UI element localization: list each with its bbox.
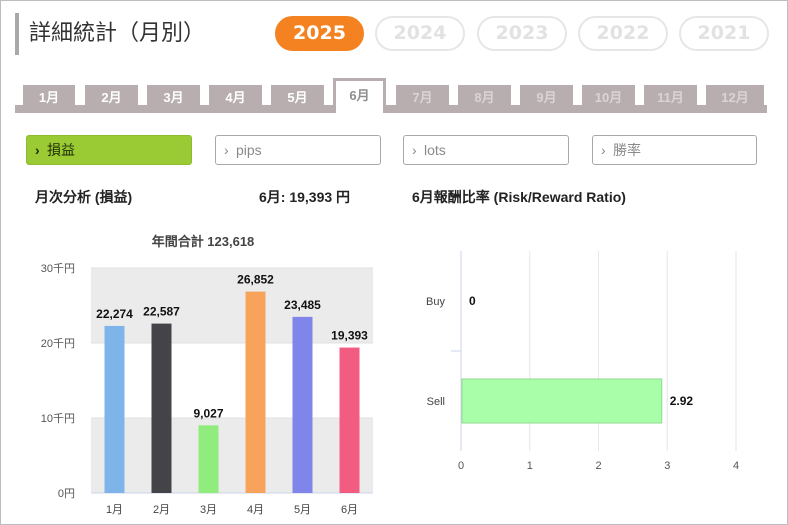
month-tab-1[interactable]: 1月 [23,85,75,111]
x-tick-label: 3月 [200,504,217,516]
data-label: 2.92 [670,394,694,408]
chevron-right-icon: › [35,142,40,158]
data-label: 9,027 [193,406,223,420]
metric-button-label: 損益 [47,142,75,158]
risk-reward-chart: 0 1 2 3 4 Buy 0 Sell 2.92 [426,251,739,472]
chevron-right-icon: › [224,142,229,158]
x-tick-label: 1月 [106,504,123,516]
x-tick-label: 5月 [294,504,311,516]
chevron-right-icon: › [412,142,417,158]
monthly-profit-chart: 年間合計 123,618 0円 10千円 20千円 30千円 22,274 1月 22,58… [41,234,373,516]
x-tick-label: 2月 [153,504,170,516]
x-tick-label: 0 [458,460,464,472]
year-button-2024[interactable]: 2024 [375,16,465,51]
month-tab-12[interactable]: 12月 [706,85,764,111]
chart-title: 年間合計 123,618 [152,234,255,249]
y-tick-label: 10千円 [41,412,75,425]
page-title: 詳細統計（月別） [29,20,206,45]
bar [198,425,219,493]
metric-button-label: 勝率 [613,142,641,158]
data-label: 26,852 [237,273,274,287]
chevron-right-icon: › [601,142,606,158]
x-tick-label: 2 [595,460,601,472]
x-tick-label: 1 [527,460,533,472]
y-tick-label: Sell [427,396,445,408]
month-tab-3[interactable]: 3月 [147,85,200,111]
month-tab-9[interactable]: 9月 [520,85,573,111]
metric-button-label: lots [424,142,446,158]
plot-band [91,418,373,493]
reward-ratio-heading: 6月報酬比率 (Risk/Reward Ratio) [412,189,626,205]
bar [339,347,360,493]
bar [151,323,172,493]
data-label: 22,274 [96,307,133,321]
year-button-2022[interactable]: 2022 [578,16,668,51]
month-tab-5[interactable]: 5月 [271,85,324,111]
data-label: 0 [469,294,476,308]
x-tick-label: 3 [664,460,670,472]
year-button-2021[interactable]: 2021 [679,16,769,51]
y-tick-label: 30千円 [41,262,75,275]
plot-band [91,343,373,418]
x-tick-label: 4 [733,460,739,472]
month-tab-7[interactable]: 7月 [396,85,449,111]
year-button-2025[interactable]: 2025 [275,16,364,51]
month-tab-6[interactable]: 6月 [333,78,386,113]
month-tab-10[interactable]: 10月 [582,85,635,111]
metric-button-label: pips [236,142,262,158]
metric-button-lots[interactable]: › lots [403,135,569,165]
y-tick-label: 20千円 [41,337,75,350]
bar [245,291,266,493]
month-tab-2[interactable]: 2月 [85,85,138,111]
month-tab-strip [15,105,767,113]
year-button-2023[interactable]: 2023 [477,16,567,51]
x-tick-label: 4月 [247,504,264,516]
bar [104,325,125,493]
y-tick-label: 0円 [58,488,75,500]
month-tab-8[interactable]: 8月 [458,85,511,111]
data-label: 19,393 [331,329,368,343]
metric-button-profit[interactable]: › 損益 [26,135,192,165]
y-tick-label: Buy [426,296,445,308]
x-tick-label: 6月 [341,504,358,516]
bar [461,378,663,424]
month-tab-4[interactable]: 4月 [209,85,262,111]
data-label: 22,587 [143,305,180,319]
data-label: 23,485 [284,298,321,312]
bar [292,316,313,493]
month-tab-11[interactable]: 11月 [644,85,697,111]
metric-button-winrate[interactable]: › 勝率 [592,135,757,165]
plot-band [91,268,373,343]
month-profit-summary: 6月: 19,393 円 [259,189,351,205]
monthly-analysis-heading: 月次分析 (損益) [35,189,133,205]
page-title-bar: 詳細統計（月別） [15,13,255,55]
metric-button-pips[interactable]: › pips [215,135,381,165]
